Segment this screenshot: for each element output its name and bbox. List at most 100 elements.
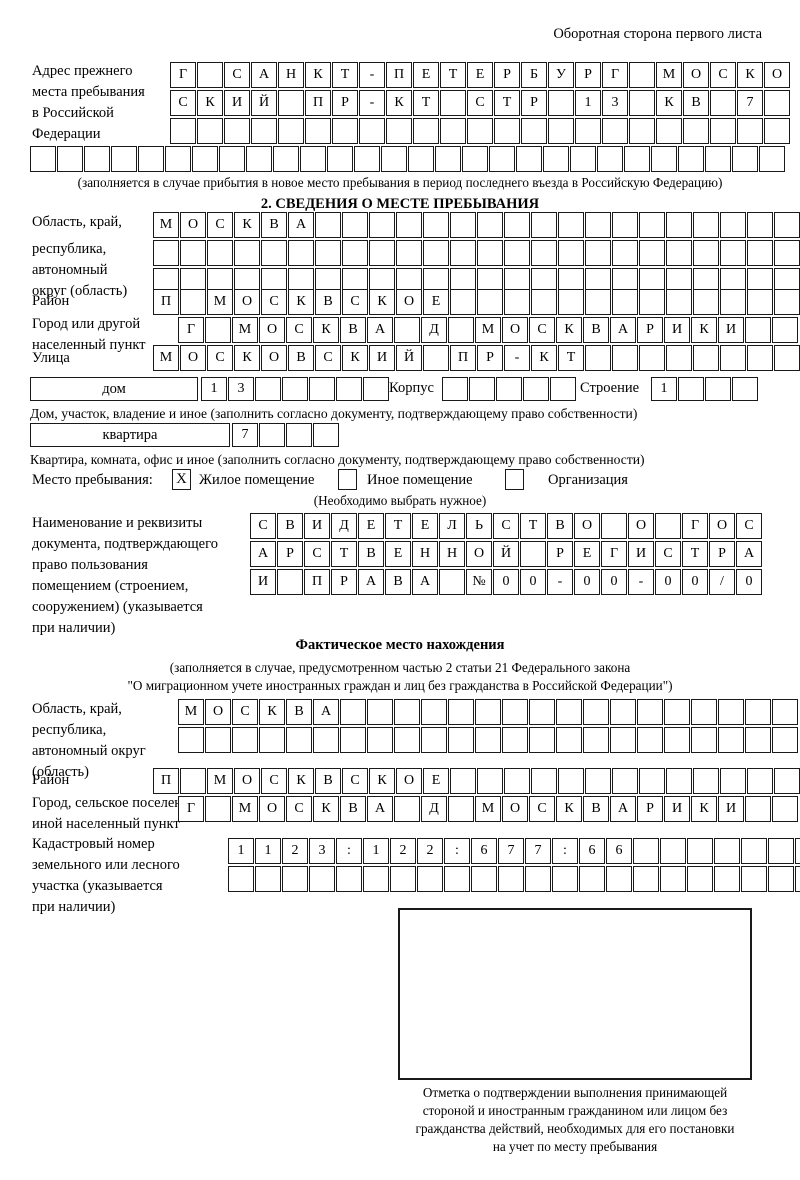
- flat-number-cells[interactable]: 7: [232, 423, 340, 447]
- prev-address-comb-rows-cell[interactable]: [327, 146, 353, 172]
- document-comb-rows-cell[interactable]: А: [250, 541, 276, 567]
- actual-district-comb-row-cell[interactable]: М: [207, 768, 233, 794]
- actual-district-comb-row-cell[interactable]: [693, 768, 719, 794]
- prev-address-comb-rows-cell[interactable]: О: [683, 62, 709, 88]
- region-comb-rows-cell[interactable]: [720, 240, 746, 266]
- prev-address-comb-rows-cell[interactable]: К: [305, 62, 331, 88]
- prev-address-comb-rows-cell[interactable]: [197, 118, 223, 144]
- cadastral-comb-rows-cell[interactable]: [741, 866, 767, 892]
- prev-address-comb-rows-cell[interactable]: Г: [170, 62, 196, 88]
- document-comb-rows-cell[interactable]: О: [466, 541, 492, 567]
- prev-address-comb-rows-cell[interactable]: Р: [521, 90, 547, 116]
- region-comb-rows-cell[interactable]: [423, 240, 449, 266]
- document-comb-rows-cell[interactable]: 0: [682, 569, 708, 595]
- document-comb-rows-cell[interactable]: 0: [601, 569, 627, 595]
- prev-address-comb-rows-cell[interactable]: [386, 118, 412, 144]
- city-comb-row-cell[interactable]: К: [691, 317, 717, 343]
- region-comb-rows-cell[interactable]: [423, 212, 449, 238]
- actual-region-comb-rows-cell[interactable]: [394, 727, 420, 753]
- prev-address-comb-rows-cell[interactable]: [197, 62, 223, 88]
- region-comb-rows-cell[interactable]: К: [234, 212, 260, 238]
- prev-address-comb-rows-cell[interactable]: [732, 146, 758, 172]
- actual-region-comb-rows-cell[interactable]: [232, 727, 258, 753]
- district-comb-row-cell[interactable]: С: [342, 289, 368, 315]
- document-comb-rows-cell[interactable]: -: [628, 569, 654, 595]
- document-comb-rows-cell[interactable]: Й: [493, 541, 519, 567]
- document-comb-rows-cell[interactable]: Р: [277, 541, 303, 567]
- house-number-cells-cell[interactable]: [336, 377, 362, 401]
- actual-region-comb-rows-cell[interactable]: [421, 699, 447, 725]
- street-comb-row-cell[interactable]: К: [531, 345, 557, 371]
- city-comb-row-cell[interactable]: И: [718, 317, 744, 343]
- prev-address-comb-rows-cell[interactable]: С: [224, 62, 250, 88]
- prev-address-comb-rows-cell[interactable]: [629, 90, 655, 116]
- street-comb-row-cell[interactable]: С: [207, 345, 233, 371]
- cadastral-comb-rows-cell[interactable]: 7: [498, 838, 524, 864]
- region-comb-rows-cell[interactable]: О: [180, 212, 206, 238]
- document-comb-rows-cell[interactable]: С: [250, 513, 276, 539]
- cadastral-comb-rows-cell[interactable]: :: [552, 838, 578, 864]
- actual-city-comb-row-cell[interactable]: О: [502, 796, 528, 822]
- document-comb-rows-cell[interactable]: А: [736, 541, 762, 567]
- prev-address-comb-rows-cell[interactable]: [629, 118, 655, 144]
- prev-address-comb-rows-cell[interactable]: [84, 146, 110, 172]
- actual-district-comb-row-cell[interactable]: [747, 768, 773, 794]
- cadastral-comb-rows-cell[interactable]: [552, 866, 578, 892]
- prev-address-comb-rows-cell[interactable]: [278, 90, 304, 116]
- korpus-cells-cell[interactable]: [442, 377, 468, 401]
- prev-address-comb-rows-cell[interactable]: Т: [440, 62, 466, 88]
- prev-address-comb-rows-cell[interactable]: К: [386, 90, 412, 116]
- district-comb-row-cell[interactable]: К: [369, 289, 395, 315]
- region-comb-rows-cell[interactable]: [207, 240, 233, 266]
- district-comb-row-cell[interactable]: [693, 289, 719, 315]
- cadastral-comb-rows-row-1[interactable]: [228, 866, 800, 892]
- prev-address-comb-rows-cell[interactable]: [273, 146, 299, 172]
- region-comb-rows-cell[interactable]: [396, 240, 422, 266]
- prev-address-comb-rows-cell[interactable]: Н: [278, 62, 304, 88]
- document-comb-rows-cell[interactable]: Д: [331, 513, 357, 539]
- actual-region-comb-rows-cell[interactable]: [583, 727, 609, 753]
- prev-address-comb-rows-cell[interactable]: [440, 90, 466, 116]
- actual-district-comb-row-cell[interactable]: [477, 768, 503, 794]
- prev-address-comb-rows-cell[interactable]: [516, 146, 542, 172]
- prev-address-comb-rows-cell[interactable]: Й: [251, 90, 277, 116]
- region-comb-rows-cell[interactable]: [585, 240, 611, 266]
- actual-city-comb-row-cell[interactable]: К: [313, 796, 339, 822]
- document-comb-rows-cell[interactable]: Е: [385, 541, 411, 567]
- document-comb-rows-cell[interactable]: /: [709, 569, 735, 595]
- region-comb-rows-row-1[interactable]: [153, 240, 800, 266]
- document-comb-rows-cell[interactable]: 0: [655, 569, 681, 595]
- district-comb-row-cell[interactable]: [180, 289, 206, 315]
- street-comb-row-cell[interactable]: [774, 345, 800, 371]
- actual-region-comb-rows-cell[interactable]: В: [286, 699, 312, 725]
- document-comb-rows-cell[interactable]: [601, 513, 627, 539]
- region-comb-rows-cell[interactable]: [450, 212, 476, 238]
- cadastral-comb-rows-cell[interactable]: 1: [363, 838, 389, 864]
- street-comb-row-cell[interactable]: [693, 345, 719, 371]
- cadastral-comb-rows-cell[interactable]: [309, 866, 335, 892]
- prev-address-comb-rows-cell[interactable]: [354, 146, 380, 172]
- city-comb-row-cell[interactable]: [394, 317, 420, 343]
- actual-region-comb-rows-cell[interactable]: [772, 727, 798, 753]
- prev-address-comb-rows-cell[interactable]: Б: [521, 62, 547, 88]
- actual-district-comb-row-cell[interactable]: [531, 768, 557, 794]
- document-comb-rows-cell[interactable]: [277, 569, 303, 595]
- house-number-cells-cell[interactable]: [282, 377, 308, 401]
- prev-address-comb-rows-cell[interactable]: [413, 118, 439, 144]
- region-comb-rows-cell[interactable]: М: [153, 212, 179, 238]
- cadastral-comb-rows-cell[interactable]: 2: [282, 838, 308, 864]
- actual-region-comb-rows-cell[interactable]: [286, 727, 312, 753]
- actual-district-comb-row-cell[interactable]: [720, 768, 746, 794]
- street-comb-row-cell[interactable]: -: [504, 345, 530, 371]
- actual-region-comb-rows-cell[interactable]: К: [259, 699, 285, 725]
- region-comb-rows-cell[interactable]: [153, 240, 179, 266]
- actual-region-comb-rows-cell[interactable]: [691, 727, 717, 753]
- document-comb-rows-cell[interactable]: Н: [412, 541, 438, 567]
- prev-address-comb-rows-cell[interactable]: [30, 146, 56, 172]
- actual-district-comb-row-cell[interactable]: О: [396, 768, 422, 794]
- region-comb-rows-cell[interactable]: [477, 212, 503, 238]
- street-comb-row-cell[interactable]: В: [288, 345, 314, 371]
